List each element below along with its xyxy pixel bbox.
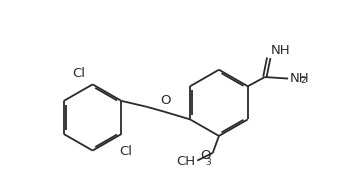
Text: CH: CH bbox=[176, 155, 196, 168]
Text: Cl: Cl bbox=[119, 145, 132, 158]
Text: O: O bbox=[201, 149, 211, 162]
Text: NH: NH bbox=[271, 44, 291, 57]
Text: NH: NH bbox=[290, 72, 309, 85]
Text: 3: 3 bbox=[206, 158, 212, 167]
Text: O: O bbox=[160, 94, 171, 107]
Text: 2: 2 bbox=[300, 76, 306, 85]
Text: Cl: Cl bbox=[72, 67, 85, 80]
